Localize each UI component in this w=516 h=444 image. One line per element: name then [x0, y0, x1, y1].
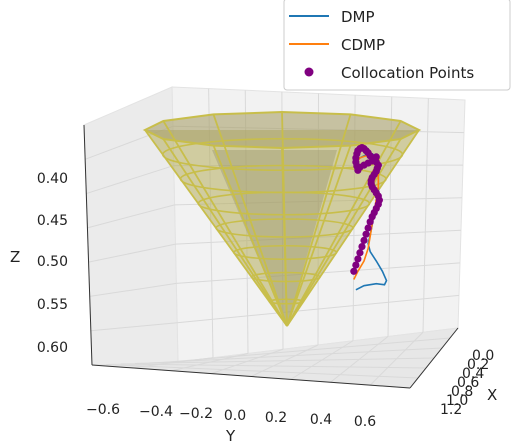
collocation-point [362, 230, 370, 238]
y-tick-label: 0.4 [310, 412, 332, 428]
grid-line-floor-depth [134, 357, 435, 364]
grid-line-left-horizontal [87, 204, 175, 229]
legend-box [283, 0, 511, 91]
legend-label-cdmp: CDMP [341, 36, 385, 54]
grid-line-floor-depth [106, 364, 419, 379]
collocation-point [372, 153, 380, 161]
grid-line-floor-depth [120, 363, 427, 369]
grid-line-left-horizontal [89, 282, 177, 297]
cone-body [145, 130, 419, 326]
x-tick-label: 0.6 [457, 375, 479, 391]
x-tick-label: 1.0 [446, 393, 468, 409]
z-tick-label: 0.40 [37, 171, 68, 187]
collocation-point [352, 261, 360, 269]
x-tick-label: 0.2 [467, 357, 489, 373]
x-tick-label: 1.2 [440, 402, 462, 418]
collocation-point [364, 224, 372, 232]
y-axis-line [91, 364, 411, 389]
y-tick-label: −0.2 [179, 406, 213, 422]
cone-ring [197, 191, 371, 216]
cone-ring [250, 271, 321, 283]
collocation-point [358, 242, 366, 251]
x-tick-label: 0.8 [451, 384, 473, 400]
cone-ring [268, 298, 305, 305]
z-axis-label: Z [10, 248, 20, 266]
y-tick-label: 0.0 [224, 408, 246, 424]
y-tick-label: −0.4 [139, 404, 173, 420]
grid-line-back-horizontal [177, 294, 460, 324]
y-axis-label: Y [225, 427, 236, 444]
z-axis-line [83, 124, 93, 366]
collocation-point [360, 236, 368, 244]
grid-line-back-vertical [422, 98, 429, 333]
axis-labels: Z Y X [10, 248, 497, 444]
grid-line-left-horizontal [88, 243, 176, 263]
grid-line-floor-depth [163, 337, 451, 363]
grid-line-left-horizontal [90, 322, 178, 332]
z-tick-label: 0.55 [37, 297, 68, 313]
y-tick-label: 0.2 [265, 410, 287, 426]
x-tick-label: 0.4 [462, 366, 484, 382]
axis-lines [83, 124, 459, 389]
cone-ring [161, 137, 404, 172]
tick-labels: 0.400.450.500.550.60−0.6 −0.4 −0.2 0.0 0.2 0.… [37, 171, 494, 430]
x-tick-label: 0.0 [472, 348, 494, 364]
legend: DMP CDMP Collocation Points [283, 0, 511, 91]
collocation-point [350, 267, 358, 275]
collocation-point [354, 255, 362, 263]
z-tick-label: 0.60 [37, 340, 68, 356]
series-layer [350, 144, 388, 291]
z-tick-label: 0.45 [37, 213, 68, 229]
legend-label-collocation: Collocation Points [341, 64, 474, 82]
y-tick-label: −0.6 [86, 402, 120, 418]
z-tick-label: 0.50 [37, 254, 68, 270]
y-tick-label: 0.6 [354, 414, 376, 430]
grid-line-floor-depth [149, 347, 443, 364]
legend-label-dmp: DMP [341, 8, 375, 26]
grid-line-left-horizontal [86, 165, 174, 195]
cone-ring [215, 218, 354, 238]
constraint-cone [142, 110, 422, 327]
collocation-point [356, 249, 364, 257]
cone-ring [232, 244, 338, 261]
legend-swatch-collocation [304, 67, 314, 77]
x-axis-label: X [487, 386, 497, 404]
x-axis-line [409, 327, 459, 389]
